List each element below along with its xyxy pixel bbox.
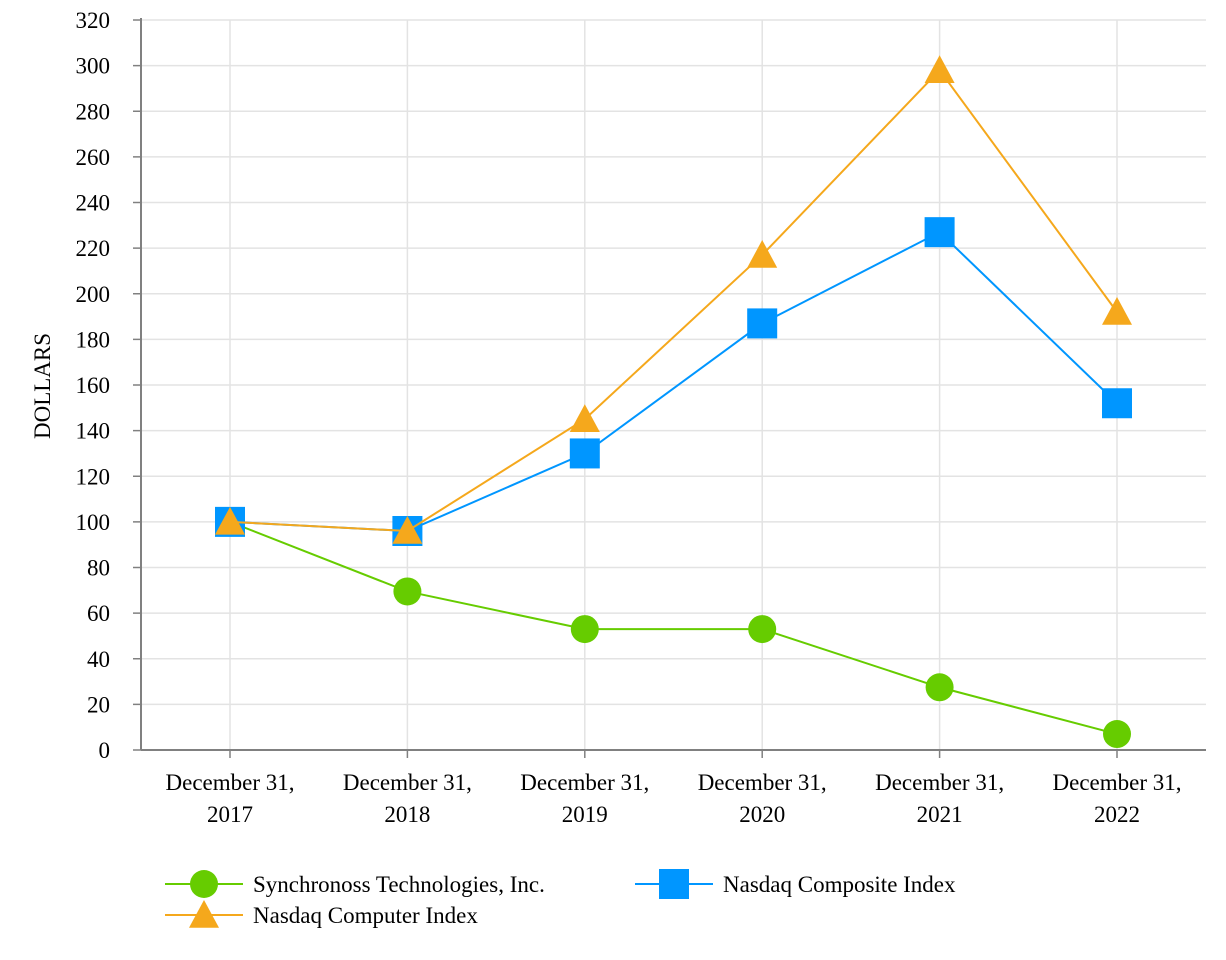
y-tick-label: 280 <box>76 99 111 124</box>
data-point-triangle <box>1102 297 1132 325</box>
y-tick-label: 100 <box>76 510 111 535</box>
series-line <box>229 520 1118 735</box>
x-tick-label-line: 2018 <box>384 802 430 827</box>
y-tick-label: 260 <box>76 145 111 170</box>
y-axis-ticks: 0 20 40 60 80 100 120 140 160 180 200 220 240 260 280 3… <box>76 8 141 763</box>
legend-label: Nasdaq Computer Index <box>253 903 478 928</box>
x-tick-label-line: 2022 <box>1094 802 1140 827</box>
series-group <box>215 55 1132 749</box>
y-tick-label: 20 <box>87 692 110 717</box>
data-point-square <box>1102 388 1132 419</box>
x-tick-label: December 31, 2022 <box>1053 770 1182 827</box>
y-tick-label: 120 <box>76 464 111 489</box>
y-tick-label: 80 <box>87 556 110 581</box>
data-point-square <box>569 438 600 469</box>
data-point-circle <box>393 577 422 606</box>
legend-item: Nasdaq Computer Index <box>165 900 478 928</box>
series-square <box>215 217 1132 546</box>
y-axis-title: DOLLARS <box>30 333 55 439</box>
legend-marker-square-icon <box>659 869 689 899</box>
data-point-triangle <box>392 516 423 544</box>
x-tick-label: December 31, 2020 <box>698 770 827 827</box>
data-point-circle <box>748 615 777 644</box>
y-tick-label: 140 <box>76 419 111 444</box>
x-tick-label-line: 2020 <box>739 802 785 827</box>
data-point-triangle <box>215 506 245 535</box>
gridlines <box>141 19 1206 750</box>
legend-label: Nasdaq Composite Index <box>723 872 956 897</box>
x-tick-label: December 31, 2019 <box>520 770 649 827</box>
y-tick-label: 320 <box>76 8 111 33</box>
data-point-triangle <box>924 55 955 83</box>
series-line <box>229 68 1118 533</box>
x-tick-label-line: December 31, <box>875 770 1004 795</box>
y-tick-label: 200 <box>76 282 111 307</box>
data-point-triangle <box>569 404 600 432</box>
data-point-triangle <box>747 239 778 268</box>
legend-item: Synchronoss Technologies, Inc. <box>165 870 545 898</box>
data-point-circle <box>1103 720 1131 749</box>
series-line <box>229 230 1118 533</box>
x-tick-label: December 31, 2021 <box>875 770 1004 827</box>
x-tick-label-line: 2021 <box>917 802 963 827</box>
data-point-square <box>924 217 955 248</box>
data-point-circle <box>925 673 954 702</box>
x-tick-label-line: December 31, <box>520 770 649 795</box>
y-tick-label: 300 <box>76 54 111 79</box>
y-tick-label: 60 <box>87 601 110 626</box>
x-tick-label: December 31, 2018 <box>343 770 472 827</box>
data-point-square <box>747 308 778 339</box>
x-tick-label-line: 2017 <box>207 802 253 827</box>
x-tick-label-line: 2019 <box>562 802 608 827</box>
y-tick-label: 40 <box>87 647 110 672</box>
series-triangle <box>215 55 1132 544</box>
legend-label: Synchronoss Technologies, Inc. <box>253 872 545 897</box>
y-tick-label: 0 <box>99 738 111 763</box>
legend-item: Nasdaq Composite Index <box>635 869 956 899</box>
x-tick-label-line: December 31, <box>166 770 295 795</box>
data-point-circle <box>570 615 599 644</box>
legend-marker-triangle-icon <box>189 900 219 928</box>
y-tick-label: 180 <box>76 327 111 352</box>
x-tick-label-line: December 31, <box>343 770 472 795</box>
axes <box>140 18 1206 751</box>
y-tick-label: 240 <box>76 191 111 216</box>
legend: Synchronoss Technologies, Inc. Nasdaq Com… <box>165 869 956 928</box>
x-tick-label-line: December 31, <box>698 770 827 795</box>
x-tick-label-line: December 31, <box>1053 770 1182 795</box>
y-tick-label: 160 <box>76 373 111 398</box>
y-tick-label: 220 <box>76 236 111 261</box>
series-circle <box>216 507 1131 749</box>
legend-marker-circle-icon <box>190 870 218 898</box>
x-tick-label: December 31, 2017 <box>166 770 295 827</box>
